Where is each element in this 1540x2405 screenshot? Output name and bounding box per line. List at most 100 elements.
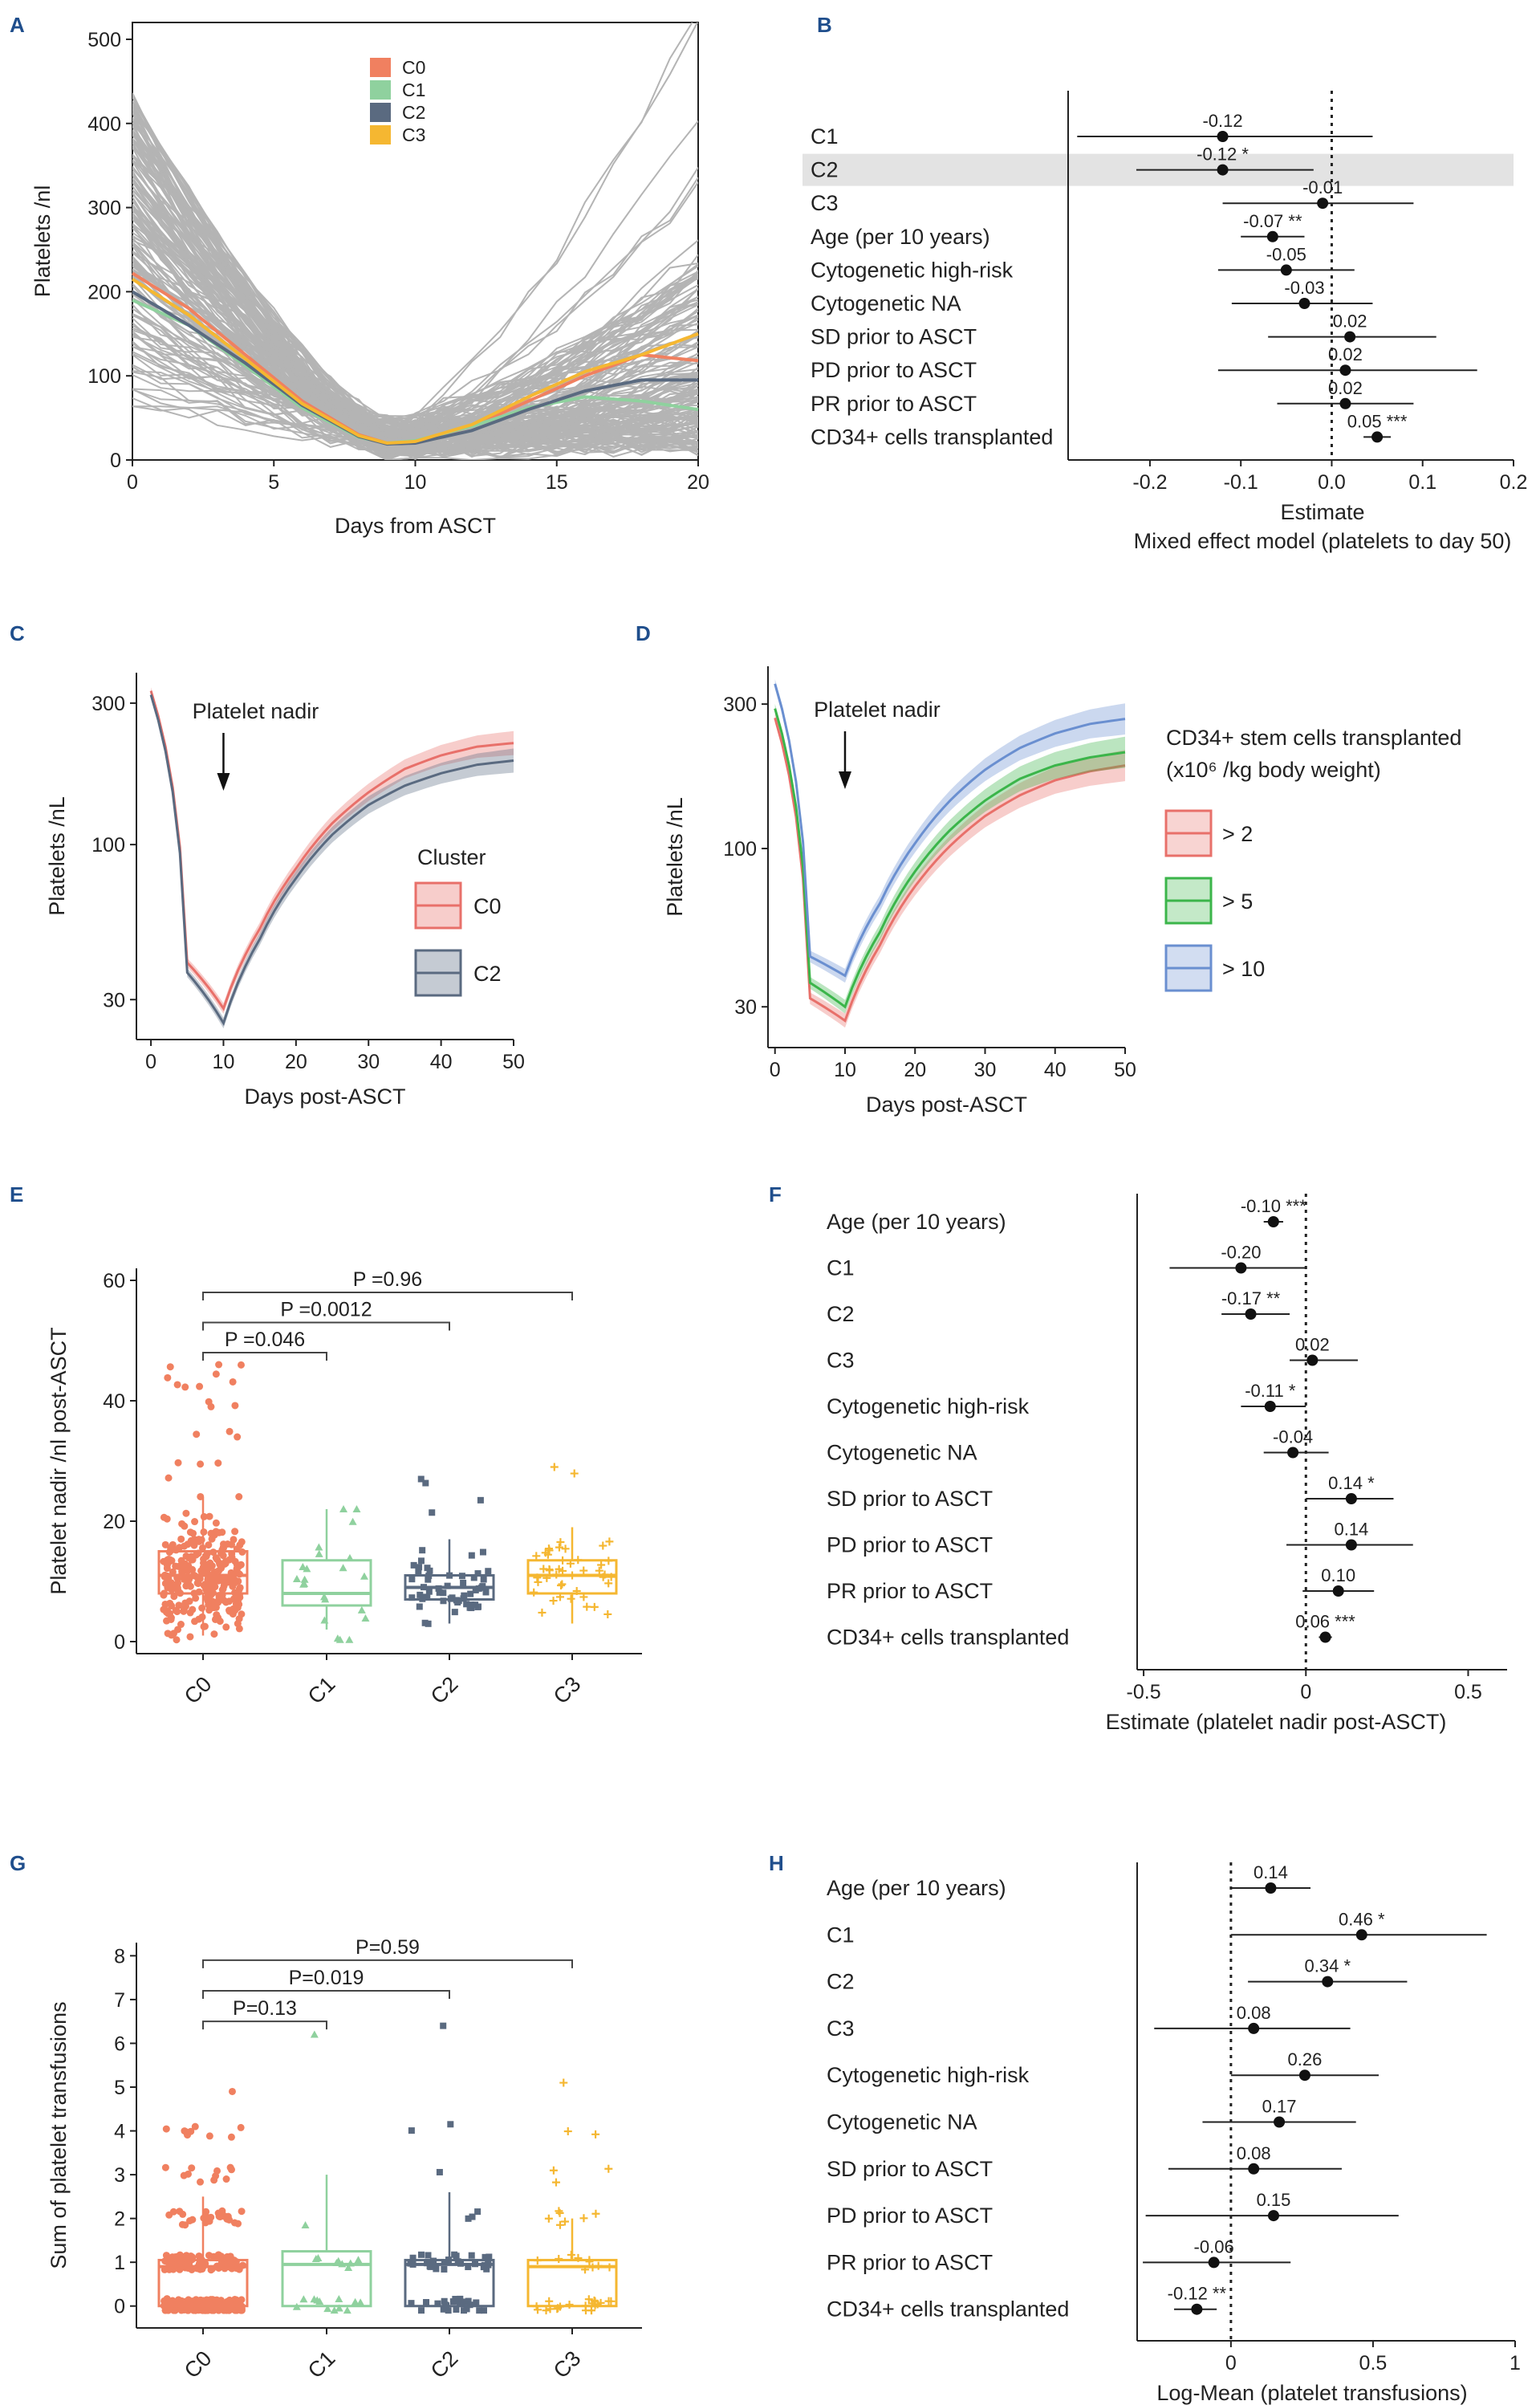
y-tick-label: 0 <box>114 1631 125 1654</box>
data-point <box>162 2125 170 2133</box>
comparison-p-value: P =0.96 <box>353 1268 422 1291</box>
x-tick-label: 0 <box>145 1051 156 1073</box>
estimate-label: 0.02 <box>1295 1335 1330 1355</box>
data-point <box>477 1496 484 1504</box>
row-label: Cytogenetic NA <box>827 2110 977 2134</box>
panel-label-D: D <box>636 621 651 645</box>
data-point <box>202 2208 210 2216</box>
data-point <box>300 1575 309 1583</box>
series-line-C3 <box>131 278 699 446</box>
data-point <box>419 1547 426 1554</box>
y-tick-label: 2 <box>114 2208 125 2231</box>
data-point <box>339 1505 348 1512</box>
data-point <box>223 2297 231 2305</box>
data-point <box>212 1370 220 1378</box>
estimate-label: 0.08 <box>1237 2003 1271 2023</box>
data-point <box>313 2296 322 2304</box>
row-label: PD prior to ASCT <box>827 1533 993 1557</box>
data-point <box>205 2132 213 2140</box>
comparison-bracket <box>202 1321 450 1331</box>
data-point <box>417 1557 425 1565</box>
estimate-label: 0.05 *** <box>1347 411 1408 431</box>
legend-title: Cluster <box>417 845 486 869</box>
x-tick-label: 30 <box>974 1059 997 1081</box>
point-estimate <box>1208 2256 1220 2269</box>
data-point <box>454 1599 461 1606</box>
data-point <box>182 2252 190 2260</box>
data-point <box>440 1597 447 1605</box>
data-point <box>584 2295 593 2304</box>
point-estimate <box>1339 364 1351 376</box>
data-point <box>408 2127 415 2134</box>
data-point <box>597 1561 606 1569</box>
data-point <box>191 1518 199 1526</box>
data-point <box>434 2300 441 2307</box>
data-point <box>323 2305 332 2313</box>
data-point <box>299 1580 308 1588</box>
point-estimate <box>1371 431 1384 443</box>
data-point <box>470 1574 477 1581</box>
data-point <box>193 1430 201 1439</box>
data-point <box>481 2307 488 2314</box>
x-axis-label: Log-Mean (platelet transfusions) <box>1156 2381 1467 2405</box>
data-point <box>292 1575 301 1583</box>
x-tick-label: -0.2 <box>1132 471 1167 494</box>
y-tick-label: 7 <box>114 1989 125 2012</box>
data-point <box>315 1543 323 1551</box>
nadir-arrow-head <box>838 771 851 789</box>
x-tick-label: 0.5 <box>1359 2352 1388 2374</box>
nadir-arrow-head <box>217 773 230 791</box>
panel-label-F: F <box>769 1182 782 1207</box>
data-point <box>440 2022 447 2029</box>
panel-d-chart: 30 100 300 0 10 20 30 40 50 Days post-ASCT Platele… <box>663 666 1461 1117</box>
comparison-p-value: P=0.019 <box>289 1967 364 1989</box>
x-tick-label: 15 <box>546 471 568 494</box>
row-label: PR prior to ASCT <box>827 2250 993 2274</box>
point-estimate <box>1355 1929 1367 1941</box>
x-tick-label: 20 <box>904 1059 926 1081</box>
y-tick-label: 300 <box>723 694 757 716</box>
data-point <box>485 2258 492 2265</box>
x-tick-label: C2 <box>426 2346 463 2383</box>
data-point <box>433 2265 440 2273</box>
data-point <box>204 1575 212 1583</box>
data-point <box>356 2298 365 2306</box>
data-point <box>166 1599 174 1607</box>
data-point <box>165 1474 173 1482</box>
x-tick-label: -0.5 <box>1127 1681 1161 1703</box>
data-point <box>226 2216 234 2224</box>
y-tick-label: 100 <box>723 838 757 861</box>
row-label: SD prior to ASCT <box>811 325 977 349</box>
y-axis-label: Platelets /nL <box>45 796 69 916</box>
estimate-label: -0.12 <box>1202 111 1242 131</box>
x-tick-label: 40 <box>1044 1059 1067 1081</box>
data-point <box>459 2299 466 2306</box>
estimate-label: 0.17 <box>1262 2097 1297 2117</box>
x-tick-label: C2 <box>426 1672 463 1709</box>
row-label: C2 <box>827 1302 855 1326</box>
point-estimate <box>1298 298 1310 309</box>
data-point <box>210 1630 218 1638</box>
data-point <box>545 2297 554 2305</box>
data-point <box>177 2306 185 2314</box>
data-point <box>231 1402 239 1410</box>
data-point <box>200 1512 208 1520</box>
point-estimate <box>1319 1631 1331 1643</box>
legend-label-C2: C2 <box>402 102 425 123</box>
row-label: Cytogenetic high-risk <box>827 1394 1030 1418</box>
y-tick-label: 300 <box>91 693 125 715</box>
comparison-bracket <box>202 1959 573 1968</box>
data-point <box>550 1463 559 1471</box>
data-point <box>440 1589 447 1597</box>
panel-e-chart: C0 C1 C2 C3 0 20 40 60 Platelet nadir /nl post-A… <box>47 1268 642 1708</box>
point-estimate <box>1306 1354 1319 1366</box>
data-point <box>472 1586 479 1593</box>
estimate-label: 0.14 <box>1334 1520 1368 1540</box>
data-point <box>166 1363 174 1371</box>
x-tick-label: 10 <box>404 471 427 494</box>
comparison-p-value: P =0.046 <box>225 1329 305 1351</box>
data-point <box>177 1535 185 1543</box>
data-point <box>238 2208 246 2216</box>
data-point <box>238 1610 246 1618</box>
data-point <box>169 1540 177 1548</box>
